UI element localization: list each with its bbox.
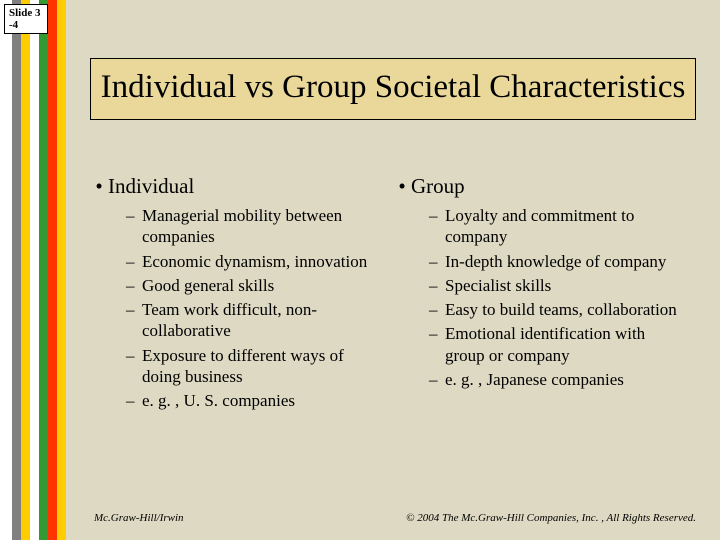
stripe [21, 0, 30, 540]
slide: Slide 3 -4 Individual vs Group Societal … [0, 0, 720, 540]
dash-icon: – [429, 205, 445, 226]
list-item-text: Loyalty and commitment to company [445, 205, 688, 248]
stripe [12, 0, 21, 540]
list-item-text: e. g. , U. S. companies [142, 390, 385, 411]
dash-icon: – [429, 369, 445, 390]
list-item: –Loyalty and commitment to company [429, 205, 688, 248]
right-list: –Loyalty and commitment to company –In-d… [393, 205, 688, 390]
list-item-text: Emotional identification with group or c… [445, 323, 688, 366]
bullet-icon: • [90, 174, 108, 199]
list-item: –e. g. , Japanese companies [429, 369, 688, 390]
dash-icon: – [429, 275, 445, 296]
footer-right: © 2004 The Mc.Graw-Hill Companies, Inc. … [406, 512, 696, 524]
left-heading: • Individual [90, 174, 385, 199]
decorative-stripes [0, 0, 66, 540]
dash-icon: – [429, 251, 445, 272]
list-item-text: Managerial mobility between companies [142, 205, 385, 248]
dash-icon: – [126, 205, 142, 226]
list-item: –Emotional identification with group or … [429, 323, 688, 366]
left-column: • Individual –Managerial mobility betwee… [90, 174, 393, 414]
list-item-text: Team work difficult, non-collaborative [142, 299, 385, 342]
dash-icon: – [126, 251, 142, 272]
list-item: –Managerial mobility between companies [126, 205, 385, 248]
right-column: • Group –Loyalty and commitment to compa… [393, 174, 696, 414]
list-item: –Exposure to different ways of doing bus… [126, 345, 385, 388]
stripe [57, 0, 66, 540]
stripe [39, 0, 48, 540]
right-heading: • Group [393, 174, 688, 199]
slide-number-line1: Slide 3 [9, 7, 43, 19]
dash-icon: – [126, 345, 142, 366]
list-item: –Economic dynamism, innovation [126, 251, 385, 272]
dash-icon: – [429, 299, 445, 320]
dash-icon: – [126, 299, 142, 320]
stripe [48, 0, 57, 540]
footer-left: Mc.Graw-Hill/Irwin [94, 512, 184, 524]
list-item-text: Specialist skills [445, 275, 688, 296]
dash-icon: – [126, 275, 142, 296]
bullet-icon: • [393, 174, 411, 199]
list-item: –e. g. , U. S. companies [126, 390, 385, 411]
list-item: –Easy to build teams, collaboration [429, 299, 688, 320]
right-heading-text: Group [411, 174, 465, 199]
slide-number-badge: Slide 3 -4 [4, 4, 48, 34]
stripe [30, 0, 39, 540]
list-item-text: Good general skills [142, 275, 385, 296]
left-heading-text: Individual [108, 174, 194, 199]
left-list: –Managerial mobility between companies –… [90, 205, 385, 411]
list-item-text: Economic dynamism, innovation [142, 251, 385, 272]
list-item: –Good general skills [126, 275, 385, 296]
slide-title: Individual vs Group Societal Characteris… [99, 69, 687, 107]
list-item-text: Exposure to different ways of doing busi… [142, 345, 385, 388]
dash-icon: – [126, 390, 142, 411]
dash-icon: – [429, 323, 445, 344]
list-item: –Team work difficult, non-collaborative [126, 299, 385, 342]
list-item-text: Easy to build teams, collaboration [445, 299, 688, 320]
slide-number-line2: -4 [9, 19, 43, 31]
list-item: –In-depth knowledge of company [429, 251, 688, 272]
stripe [0, 0, 12, 540]
list-item-text: e. g. , Japanese companies [445, 369, 688, 390]
list-item: –Specialist skills [429, 275, 688, 296]
content-area: • Individual –Managerial mobility betwee… [90, 174, 696, 414]
title-box: Individual vs Group Societal Characteris… [90, 58, 696, 120]
list-item-text: In-depth knowledge of company [445, 251, 688, 272]
